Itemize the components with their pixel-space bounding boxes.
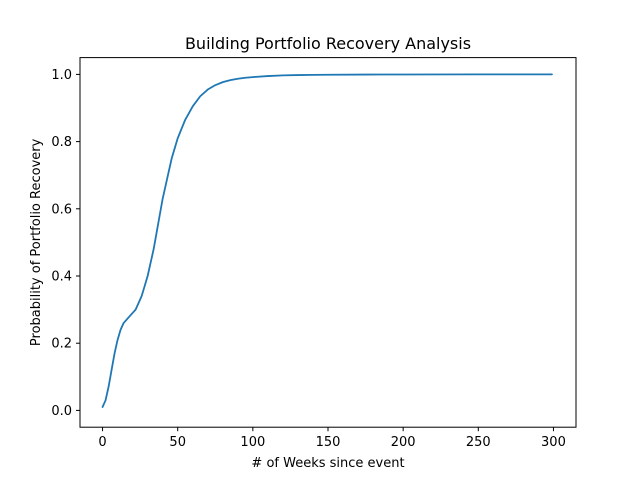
x-tick-label: 200 [391, 435, 416, 450]
series-line-0 [101, 73, 553, 408]
chart-title: Building Portfolio Recovery Analysis [185, 34, 471, 53]
y-tick-label: 0.6 [51, 202, 72, 217]
series-layer [101, 73, 553, 408]
y-axis-ticks: 0.0 0.2 0.4 0.6 0.8 1.0 [51, 68, 80, 419]
y-tick-label: 1.0 [51, 68, 72, 83]
x-axis-label: # of Weeks since event [251, 456, 404, 471]
x-tick-label: 150 [316, 435, 341, 450]
y-tick-label: 0.8 [51, 135, 72, 150]
x-tick-label: 250 [466, 435, 491, 450]
y-tick-label: 0.2 [51, 337, 72, 352]
x-tick-label: 100 [240, 435, 265, 450]
plot-background [80, 57, 576, 428]
x-tick-label: 300 [541, 435, 566, 450]
y-tick-label: 0.4 [51, 270, 72, 285]
y-axis-label: Probability of Portfolio Recovery [29, 138, 44, 346]
x-tick-label: 50 [169, 435, 186, 450]
x-axis-ticks: 0 50 100 150 200 250 300 [98, 427, 566, 450]
x-tick-label: 0 [98, 435, 106, 450]
y-tick-label: 0.0 [51, 404, 72, 419]
